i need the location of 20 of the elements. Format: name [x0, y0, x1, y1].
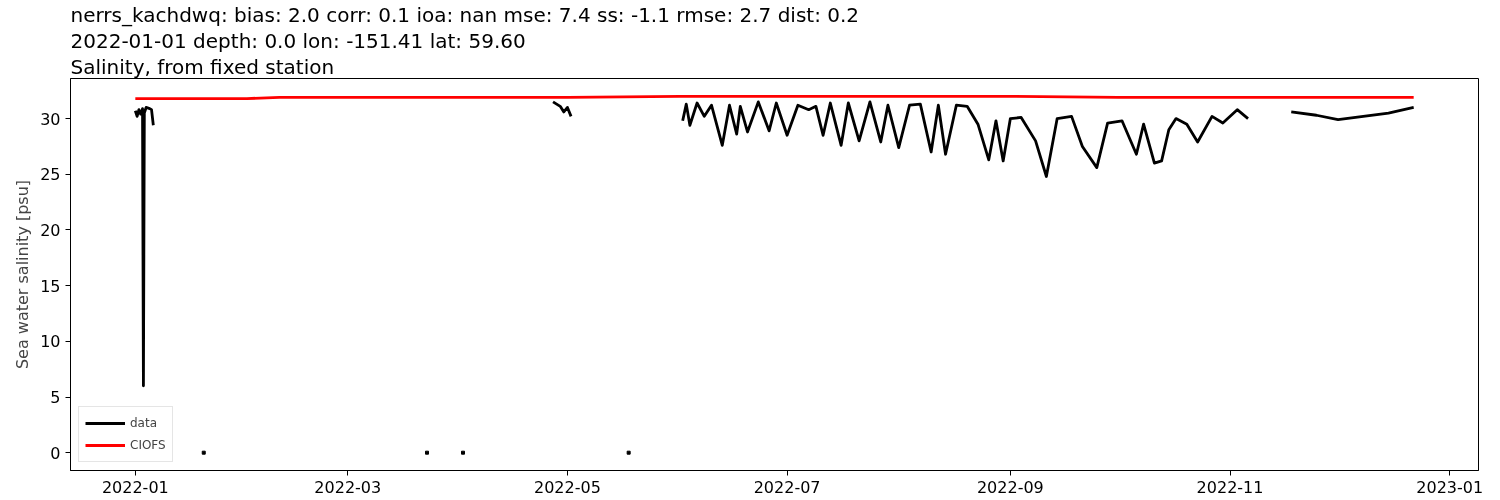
- x-tick-label: 2022-03: [314, 477, 382, 497]
- y-tick-label: 15: [40, 276, 61, 296]
- x-tick-label: 2022-11: [1196, 477, 1264, 497]
- chart-subtitle: 2022-01-01 depth: 0.0 lon: -151.41 lat: 59.60: [70, 28, 526, 53]
- x-tick-label: 2022-01: [101, 477, 169, 497]
- y-tick-label: 30: [40, 109, 61, 129]
- x-tick-label: 2022-09: [976, 477, 1044, 497]
- y-tick-label: 0: [50, 443, 61, 463]
- y-tick-label: 5: [50, 388, 61, 407]
- y-tick-label: 10: [40, 332, 61, 352]
- legend-label: data: [130, 416, 158, 430]
- y-axis-title: Sea water salinity [psu]: [13, 179, 33, 370]
- annotation: Salinity, from fixed station: [70, 54, 335, 79]
- x-tick-label: 2022-05: [534, 477, 601, 497]
- y-tick-label: 25: [40, 165, 61, 185]
- chart-title: nerrs_kachdwq: bias: 2.0 corr: 0.1 ioa: nan mse: 7.4 ss: -1.1 rmse: 2.7 dist: 0.2: [70, 2, 860, 27]
- y-tick-label: 20: [40, 220, 61, 240]
- legend-label: CIOFS: [130, 438, 166, 452]
- x-tick-label: 2022-07: [753, 477, 821, 497]
- x-tick-label: 2023-01: [1416, 477, 1484, 497]
